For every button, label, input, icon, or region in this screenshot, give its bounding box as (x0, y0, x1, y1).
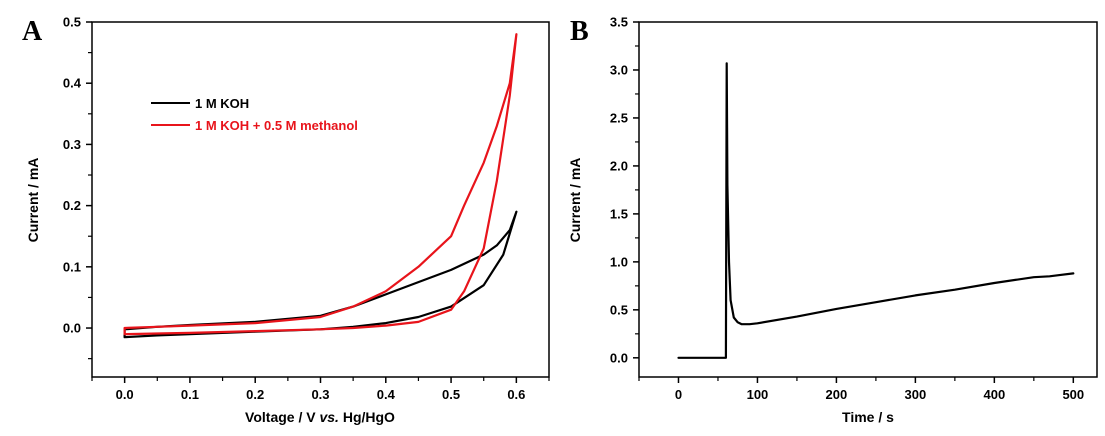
panel-a-frame (91, 21, 550, 378)
panel-b-frame (638, 21, 1098, 378)
panel-b-xtick-label: 300 (905, 387, 927, 402)
panel-b-ytick-label: 2.0 (610, 158, 628, 173)
panel-b-letter: B (570, 16, 589, 47)
panel-a-xtick-label: 0.2 (246, 387, 264, 402)
panel-a-xtick-label: 0.4 (377, 387, 396, 402)
panel-b-xtick-label: 0 (675, 387, 682, 402)
panel-a-ylabel: Current / mA (25, 158, 41, 243)
panel-b-ytick-label: 1.0 (610, 254, 628, 269)
legend-label-koh: 1 M KOH (195, 96, 249, 111)
panel-a-xtick-label: 0.6 (507, 387, 525, 402)
panel-b-xtick-label: 100 (747, 387, 769, 402)
panel-a-xtick-label: 0.5 (442, 387, 460, 402)
legend-label-koh-methanol: 1 M KOH + 0.5 M methanol (195, 118, 358, 133)
panel-a-xtick-label: 0.0 (116, 387, 134, 402)
panel-b-ytick-label: 1.5 (610, 206, 628, 221)
panel-a-xlabel: Voltage / V vs. Hg/HgO (245, 409, 395, 425)
panel-a: A 0.0 0.1 0.2 0.3 0.4 0.5 0.60.00.10.20.30.40.… (22, 15, 550, 425)
panel-a-letter: A (22, 16, 43, 47)
panel-b-ytick-label: 3.0 (610, 62, 628, 77)
panel-a-xtick-label: 0.1 (181, 387, 199, 402)
panel-a-ytick-label: 0.1 (63, 259, 81, 274)
panel-b-xtick-label: 200 (826, 387, 848, 402)
panel-b-xlabel: Time / s (842, 409, 894, 425)
panel-a-xtick-label: 0.3 (311, 387, 329, 402)
panel-b-curves (677, 62, 1075, 359)
panel-a-legend: 1 M KOH 1 M KOH + 0.5 M methanol (151, 96, 358, 133)
panel-a-ytick-label: 0.2 (63, 198, 81, 213)
panel-b-xtick-label: 500 (1062, 387, 1084, 402)
panel-b-ylabel: Current / mA (567, 158, 583, 243)
panel-a-ticks: 0.0 0.1 0.2 0.3 0.4 0.5 0.6 0.0 0.1 0.2 0.3 0.4 0.5 (63, 15, 550, 402)
panel-b: B 0 100 200 300 400 500 0.0 0.5 1.0 1.5 2.0 2.5 3.0 3… (567, 15, 1098, 425)
panel-b-ytick-label: 0.0 (610, 350, 628, 365)
panel-a-ytick-label: 0.3 (63, 137, 81, 152)
panel-b-ytick-label: 2.5 (610, 110, 628, 125)
panel-b-series-0-line (677, 62, 1075, 359)
panel-a-ytick-label: 0.4 (63, 76, 82, 91)
panel-a-series-1-line (123, 33, 518, 336)
panel-b-ticks: 0 100 200 300 400 500 0.0 0.5 1.0 1.5 2.0 2.5 3.0 3.5 (610, 15, 1084, 403)
panel-a-ytick-label: 0.0 (63, 321, 81, 336)
panel-a-ytick-label: 0.5 (63, 15, 81, 30)
panel-b-ytick-label: 3.5 (610, 15, 628, 30)
panel-b-ytick-label: 0.5 (610, 302, 628, 317)
panel-b-xtick-label: 400 (983, 387, 1005, 402)
panel-a-curves (123, 33, 518, 339)
panel-a-series-0-line (123, 210, 518, 339)
